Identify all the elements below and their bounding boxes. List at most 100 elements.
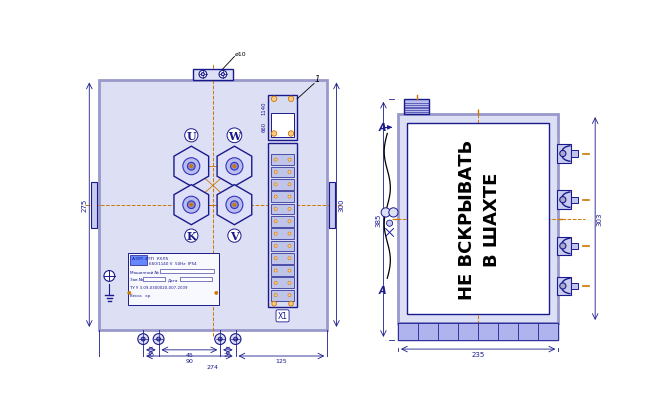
Bar — [398, 323, 558, 340]
Circle shape — [190, 165, 193, 168]
Circle shape — [230, 201, 238, 209]
Circle shape — [288, 159, 291, 162]
Circle shape — [274, 294, 277, 297]
Text: V: V — [230, 231, 239, 241]
Text: 660/1140 V  50Hz  IP54: 660/1140 V 50Hz IP54 — [149, 261, 196, 265]
Circle shape — [560, 151, 566, 157]
Text: 274: 274 — [207, 365, 219, 370]
Bar — [91, 182, 97, 228]
Bar — [271, 241, 294, 252]
Bar — [271, 155, 294, 166]
Circle shape — [389, 208, 398, 217]
Bar — [271, 278, 294, 289]
Text: U: U — [187, 130, 196, 142]
Text: 300: 300 — [338, 198, 344, 212]
Circle shape — [274, 233, 277, 235]
Bar — [98, 80, 327, 330]
Bar — [570, 283, 578, 289]
Text: 90: 90 — [185, 358, 193, 363]
Circle shape — [233, 165, 236, 168]
Circle shape — [274, 196, 277, 198]
Circle shape — [288, 171, 291, 174]
Circle shape — [274, 171, 277, 174]
Bar — [556, 277, 570, 296]
Circle shape — [274, 159, 277, 162]
Circle shape — [274, 257, 277, 260]
Polygon shape — [217, 185, 252, 225]
Circle shape — [272, 97, 277, 102]
Bar — [271, 180, 294, 190]
Text: 45: 45 — [185, 352, 193, 357]
Circle shape — [274, 220, 277, 223]
Text: 385: 385 — [376, 213, 382, 227]
Bar — [271, 216, 294, 227]
Circle shape — [153, 334, 164, 344]
Circle shape — [289, 302, 293, 306]
Bar — [143, 277, 165, 281]
Bar — [130, 255, 147, 265]
Bar — [127, 253, 218, 306]
Bar — [556, 237, 570, 255]
Circle shape — [187, 163, 195, 171]
Circle shape — [381, 208, 390, 217]
Text: 20: 20 — [147, 352, 155, 357]
Circle shape — [187, 201, 195, 209]
Circle shape — [138, 334, 149, 344]
Text: K: K — [187, 231, 196, 241]
Text: Дата: Дата — [168, 278, 179, 282]
Bar — [407, 124, 549, 314]
Circle shape — [219, 71, 226, 79]
Bar — [478, 323, 498, 340]
Circle shape — [274, 245, 277, 248]
Text: Весса   кр: Весса кр — [130, 293, 150, 297]
Bar — [271, 229, 294, 239]
Circle shape — [288, 233, 291, 235]
Circle shape — [560, 197, 566, 203]
Bar — [498, 323, 518, 340]
Text: A: A — [379, 123, 386, 133]
Bar — [398, 323, 418, 340]
Circle shape — [288, 257, 291, 260]
Bar — [570, 197, 578, 203]
Circle shape — [288, 196, 291, 198]
Circle shape — [288, 208, 291, 211]
Circle shape — [288, 220, 291, 223]
Circle shape — [157, 337, 161, 341]
Circle shape — [274, 208, 277, 211]
Circle shape — [274, 269, 277, 272]
Bar — [271, 167, 294, 178]
Circle shape — [214, 334, 226, 344]
Bar — [556, 145, 570, 163]
Bar — [268, 144, 297, 307]
Bar — [271, 204, 294, 215]
Circle shape — [226, 197, 243, 214]
Circle shape — [218, 337, 222, 341]
Bar — [398, 115, 558, 323]
Bar — [268, 96, 297, 140]
Circle shape — [230, 334, 241, 344]
Bar — [329, 182, 335, 228]
Text: A: A — [379, 285, 386, 295]
Circle shape — [288, 245, 291, 248]
Bar — [271, 265, 294, 276]
Circle shape — [226, 158, 243, 175]
Bar — [556, 191, 570, 209]
Circle shape — [288, 294, 291, 297]
Circle shape — [190, 204, 193, 207]
Bar — [271, 290, 294, 301]
Polygon shape — [174, 147, 208, 187]
Text: 1140: 1140 — [262, 101, 266, 115]
Text: Машинний №: Машинний № — [130, 270, 159, 274]
Bar — [271, 253, 294, 264]
Text: ø10: ø10 — [235, 52, 247, 57]
Text: НЕ ВСКРЫВАТЬ: НЕ ВСКРЫВАТЬ — [458, 139, 476, 299]
Circle shape — [233, 204, 236, 207]
Circle shape — [288, 132, 293, 137]
Bar — [271, 114, 294, 137]
Circle shape — [183, 158, 200, 175]
Circle shape — [272, 132, 277, 137]
Text: 235: 235 — [471, 352, 485, 358]
Circle shape — [141, 337, 145, 341]
Bar — [539, 323, 558, 340]
Circle shape — [288, 282, 291, 285]
